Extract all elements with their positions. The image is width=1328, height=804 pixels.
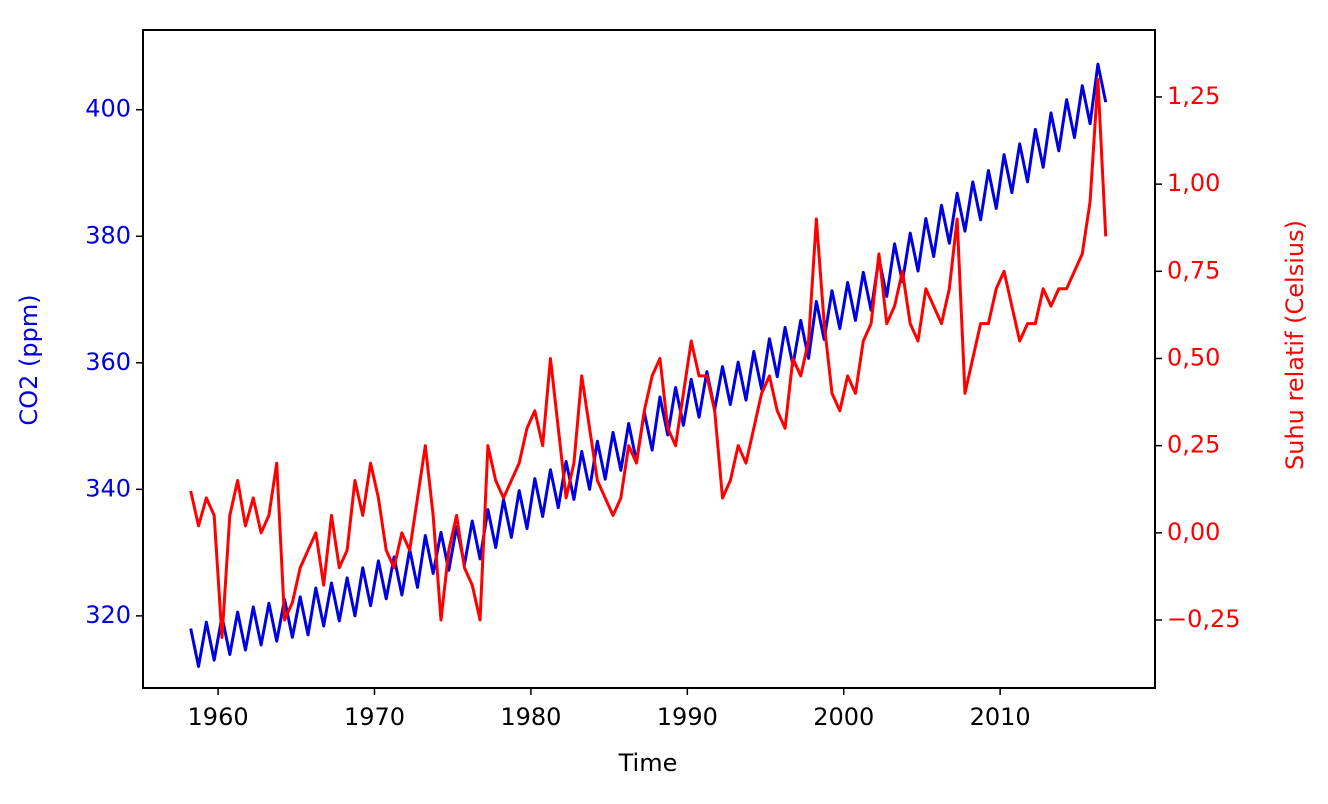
x-tick-label: 1960 (188, 703, 249, 731)
y2-tick-label: 1,00 (1167, 169, 1220, 197)
y2-tick-label: 0,00 (1167, 518, 1220, 546)
x-tick-label: 1970 (344, 703, 405, 731)
series-line (189, 62, 1108, 668)
y-tick-label: 380 (85, 221, 131, 249)
y-tick-label: 360 (85, 348, 131, 376)
y2-axis-label: Suhu relatif (Celsius) (1281, 220, 1309, 470)
x-axis-label: Time (618, 749, 678, 777)
y2-tick-label: 0,25 (1167, 431, 1220, 459)
y-tick-label: 320 (85, 601, 131, 629)
x-tick-label: 2010 (970, 703, 1031, 731)
y-tick-label: 340 (85, 474, 131, 502)
y2-tick-label: 0,75 (1167, 256, 1220, 284)
y2-tick-label: −0,25 (1167, 605, 1241, 633)
y-tick-label: 400 (85, 95, 131, 123)
x-tick-label: 2000 (813, 703, 874, 731)
y2-tick-label: 0,50 (1167, 343, 1220, 371)
x-tick-label: 1990 (657, 703, 718, 731)
x-tick-label: 1980 (500, 703, 561, 731)
series-line (189, 78, 1108, 639)
y2-tick-label: 1,25 (1167, 82, 1220, 110)
y-axis-label: CO2 (ppm) (15, 294, 43, 425)
